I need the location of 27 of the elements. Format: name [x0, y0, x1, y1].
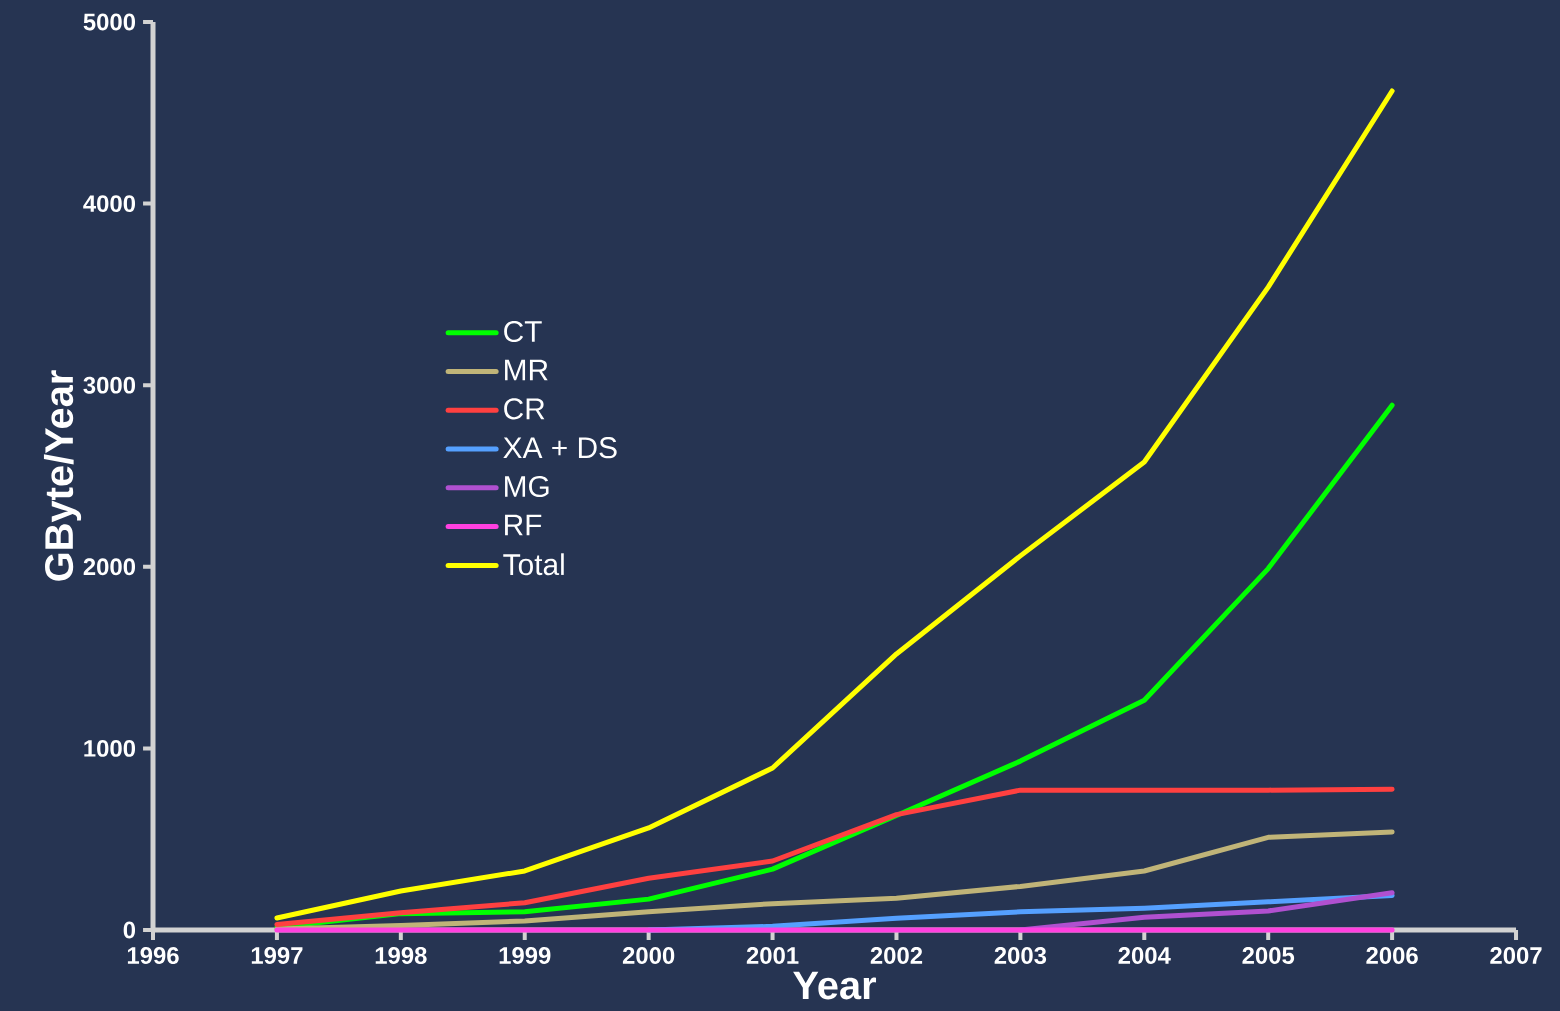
x-tick-label: 1997: [251, 947, 303, 964]
x-tick-label: 2004: [1118, 947, 1171, 964]
y-axis-title: GByte/Year: [43, 370, 82, 581]
legend-label: Total: [503, 553, 564, 576]
legend-label: MR: [505, 359, 548, 381]
y-tick-label: 4000: [83, 195, 136, 213]
y-tick-label: 0: [123, 921, 136, 939]
x-tick-label: 1998: [375, 947, 427, 964]
x-tick-label: 1996: [127, 947, 179, 964]
y-tick-label: 5000: [83, 13, 136, 31]
legend-label: CR: [504, 398, 545, 420]
x-tick-label: 2000: [622, 947, 675, 964]
legend-label: RF: [505, 514, 542, 536]
y-tick-label: 2000: [83, 558, 136, 576]
x-tick-label: 2007: [1490, 947, 1542, 964]
x-tick-label: 1999: [499, 947, 551, 964]
y-tick-label: 3000: [83, 376, 136, 394]
x-tick-label: 2002: [870, 947, 923, 964]
legend-label: MG: [505, 475, 549, 498]
x-tick-label: 2003: [994, 947, 1047, 964]
x-axis-title: Year: [793, 971, 877, 1000]
y-tick-label: 1000: [84, 739, 136, 757]
legend-label: CT: [504, 320, 542, 343]
x-tick-label: 2005: [1242, 947, 1295, 964]
legend-label: XA + DS: [503, 437, 617, 459]
x-tick-label: 2001: [746, 947, 799, 964]
x-tick-label: 2006: [1366, 947, 1418, 964]
